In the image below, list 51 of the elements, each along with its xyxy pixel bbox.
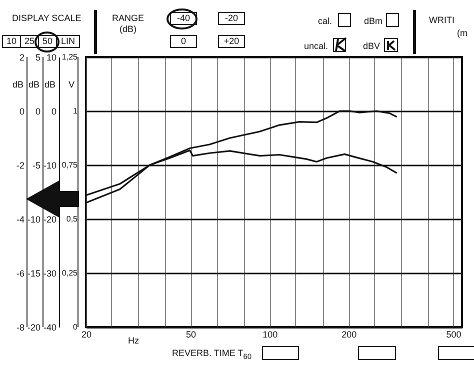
x-axis-title: Hz xyxy=(128,336,140,346)
text: -6 xyxy=(16,268,24,278)
text: WRITI xyxy=(429,15,454,26)
text: -2 xyxy=(16,160,24,170)
text: REVERB. TIME T$_{60}$ xyxy=(172,348,252,362)
x-tick-label: 500 xyxy=(446,330,462,340)
text: dBV xyxy=(363,41,380,52)
text: 25 xyxy=(20,35,39,48)
text: (m xyxy=(457,28,468,39)
y2-tick-label: 0,25 xyxy=(62,268,78,278)
x-tick-label: 20 xyxy=(81,330,92,340)
y2-tick-label: 0,75 xyxy=(62,160,78,170)
y3-tick-label: -5 xyxy=(32,160,40,170)
x-tick-label: 200 xyxy=(342,330,357,340)
y-tick-label: 10 xyxy=(46,52,56,62)
text: 50 xyxy=(38,35,57,48)
y-tick-label: -10 xyxy=(43,160,56,170)
x-tick-label: 100 xyxy=(262,330,278,340)
text: dB xyxy=(12,80,24,90)
y3-tick-label: 5 xyxy=(35,52,40,62)
text: 0 xyxy=(19,106,24,116)
text: -4 xyxy=(16,214,24,224)
text: -40 xyxy=(170,12,197,25)
y-axis-title: dB xyxy=(44,80,56,90)
y2-tick-label: 0 xyxy=(73,322,78,332)
y-tick-label: 0 xyxy=(51,106,56,116)
text: -8 xyxy=(16,322,24,332)
text: LIN xyxy=(56,35,80,48)
text: 2 xyxy=(19,52,24,62)
y3-tick-label: -10 xyxy=(27,214,40,224)
y2-tick-label: 0,5 xyxy=(66,214,78,224)
text: 10 xyxy=(2,35,21,48)
text: +20 xyxy=(218,35,245,48)
y3-tick-label: -20 xyxy=(27,322,40,332)
y3-axis-title: dB xyxy=(28,80,40,90)
x-tick-label: 50 xyxy=(186,330,196,340)
y-tick-label: -30 xyxy=(43,268,56,278)
text: DISPLAY SCALE xyxy=(12,13,82,24)
y3-tick-label: 0 xyxy=(35,106,40,116)
text: dBm xyxy=(364,16,383,27)
y2-tick-label: 1,25 xyxy=(62,52,78,62)
y2-axis-title: V xyxy=(68,80,74,90)
y-tick-label: -20 xyxy=(43,214,56,224)
y-tick-label: -40 xyxy=(43,322,56,332)
text: 0 xyxy=(170,35,197,48)
text: -20 xyxy=(218,12,245,25)
y3-tick-label: -15 xyxy=(27,268,40,278)
text: RANGE (dB) xyxy=(110,13,145,35)
text: uncal. xyxy=(304,41,328,52)
y2-tick-label: 1 xyxy=(73,106,78,116)
text: cal. xyxy=(318,16,332,27)
